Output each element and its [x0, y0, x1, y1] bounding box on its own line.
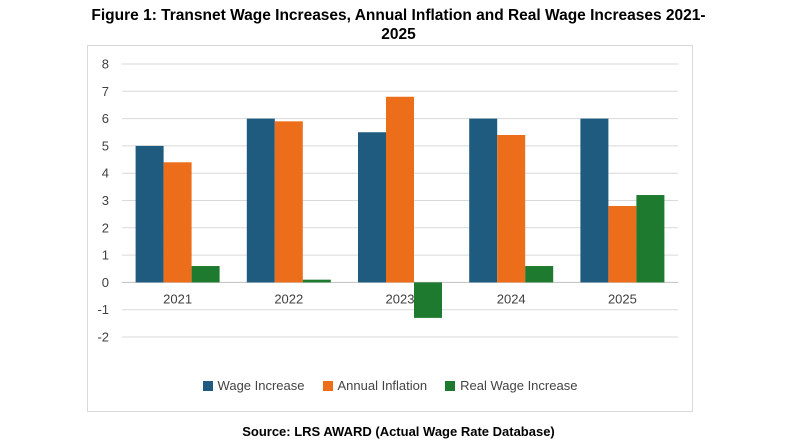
bar-annual-inflation [386, 96, 414, 283]
x-tick-label: 2024 [497, 291, 526, 306]
chart-title-line-2: 2025 [381, 26, 416, 43]
bar-wage-increase [358, 132, 386, 283]
bar-annual-inflation [163, 162, 192, 283]
bar-annual-inflation [497, 134, 526, 283]
bar-real-wage-increase [414, 282, 442, 318]
x-tick-label: 2023 [386, 291, 415, 306]
bar-wage-increase [469, 118, 498, 283]
source-note: Source: LRS AWARD (Actual Wage Rate Data… [242, 424, 555, 439]
legend-item: Real Wage Increase [445, 378, 577, 393]
y-tick-label: 1 [102, 248, 109, 263]
y-tick-label: -2 [97, 330, 109, 345]
bar-annual-inflation [608, 205, 637, 283]
x-tick-label: 2025 [608, 291, 637, 306]
chart-title: Figure 1: Transnet Wage Increases, Annua… [0, 6, 797, 44]
bar-real-wage-increase [191, 266, 220, 283]
bar-wage-increase [580, 118, 609, 283]
bar-annual-inflation [274, 121, 303, 283]
legend-label: Wage Increase [217, 378, 305, 393]
bar-real-wage-increase [302, 279, 331, 283]
chart-title-line-1: Figure 1: Transnet Wage Increases, Annua… [91, 7, 706, 24]
y-tick-label: 3 [102, 193, 109, 208]
legend-swatch [202, 380, 213, 391]
legend-swatch [445, 380, 456, 391]
legend-label: Annual Inflation [337, 378, 428, 393]
bar-wage-increase [135, 145, 164, 283]
bar-wage-increase [246, 118, 275, 283]
x-tick-label: 2022 [274, 291, 303, 306]
y-tick-label: 7 [102, 84, 109, 99]
y-tick-label: 2 [102, 220, 109, 235]
y-tick-label: 0 [102, 275, 109, 290]
x-tick-label: 2021 [163, 291, 192, 306]
legend-item: Wage Increase [202, 378, 305, 393]
y-tick-label: 5 [102, 138, 109, 153]
legend-label: Real Wage Increase [460, 378, 578, 393]
y-tick-label: 8 [102, 57, 109, 72]
bar-real-wage-increase [636, 195, 665, 283]
y-tick-label: 4 [102, 166, 109, 181]
y-tick-label: 6 [102, 111, 109, 126]
bar-real-wage-increase [525, 266, 554, 283]
chart-legend: Wage Increase Annual Inflation Real Wage I… [87, 378, 693, 393]
legend-item: Annual Inflation [322, 378, 428, 393]
chart-frame [87, 45, 693, 412]
y-tick-label: -1 [97, 302, 109, 317]
legend-swatch [322, 380, 333, 391]
